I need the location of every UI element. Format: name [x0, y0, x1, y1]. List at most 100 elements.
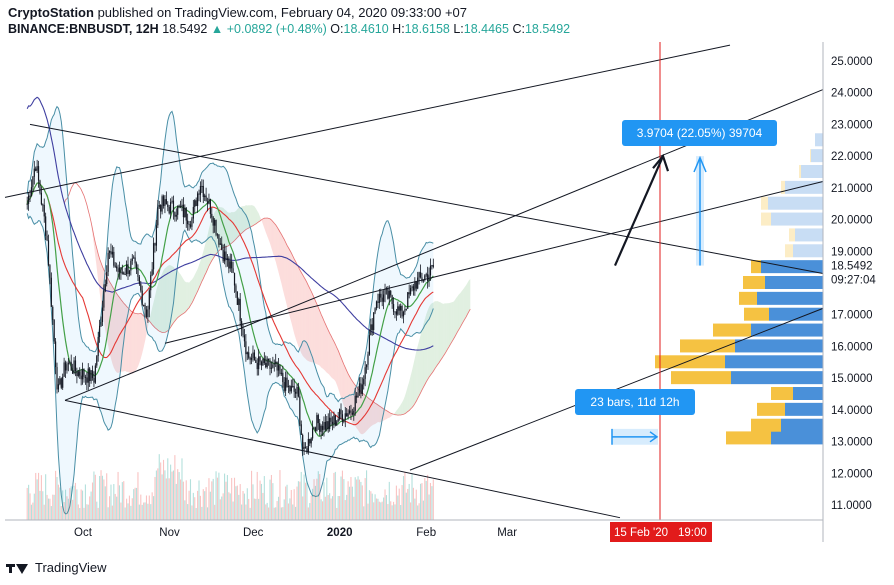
volume-bar: [90, 491, 92, 520]
volume-bar: [67, 498, 69, 520]
candle-body: [414, 281, 416, 291]
cloud-segment: [281, 234, 283, 290]
cloud-segment: [386, 410, 388, 420]
profile-sell-bar: [785, 244, 793, 258]
candle-body: [134, 257, 136, 264]
cloud-segment: [319, 311, 322, 368]
profile-buy-bar: [815, 133, 823, 147]
profile-buy-bar: [761, 260, 823, 274]
volume-bar: [432, 479, 434, 520]
symbol-info: BINANCE:BNBUSDT, 12H 18.5492 ▲ +0.0892 (…: [8, 22, 570, 36]
volume-bar: [253, 498, 255, 520]
volume-bar: [79, 507, 81, 520]
cloud-segment: [423, 319, 425, 388]
cloud-segment: [467, 280, 469, 315]
candle-body: [374, 308, 376, 313]
candle-body: [162, 196, 165, 206]
volume-bar: [304, 482, 307, 520]
volume-bar: [283, 499, 285, 520]
volume-bar: [134, 487, 136, 520]
cloud-segment: [240, 206, 242, 235]
candle-body: [375, 301, 378, 309]
candle-body: [208, 198, 210, 204]
volume-bar: [269, 479, 271, 520]
volume-bar: [316, 478, 318, 520]
candle-body: [235, 285, 237, 292]
axes: 25.0000 24.0000 23.0000 22.0000 21.0000 20.00…: [5, 42, 894, 542]
volume-bar: [238, 494, 240, 520]
candle-body: [125, 264, 128, 275]
candle-body: [290, 385, 292, 392]
volume-bar: [66, 496, 68, 520]
volume-bar: [127, 503, 129, 520]
candle-body: [330, 417, 332, 422]
volume-bar: [123, 481, 125, 520]
author-name[interactable]: CryptoStation: [8, 5, 94, 20]
candle-body: [221, 243, 223, 250]
last-price: 18.5492: [162, 22, 208, 36]
volume-bar: [158, 454, 160, 520]
candle-body: [135, 263, 138, 270]
volume-bar: [47, 498, 50, 520]
volume-bar: [52, 494, 54, 520]
candle-body: [77, 371, 79, 377]
cloud-segment: [166, 265, 168, 332]
volume-bar: [397, 495, 399, 520]
volume-bar: [341, 470, 343, 520]
volume-bar: [293, 489, 295, 520]
cloud-segment: [264, 218, 266, 233]
cloud-segment: [458, 292, 461, 330]
candle-body: [99, 325, 101, 337]
candle-body: [309, 438, 311, 444]
candle-body: [124, 274, 126, 276]
price-tag-bg: [824, 257, 894, 288]
cloud-segment: [204, 240, 207, 276]
candle-body: [172, 200, 175, 213]
volume-bar: [40, 475, 42, 520]
candle-body: [313, 427, 315, 429]
tradingview-logo[interactable]: TradingView: [6, 560, 107, 575]
candle-body: [39, 180, 41, 193]
cloud-segment: [179, 272, 181, 317]
candle-body: [354, 395, 356, 411]
candle-body: [392, 304, 395, 312]
volume-bar: [87, 504, 89, 520]
volume-bar: [323, 482, 325, 520]
candle-body: [111, 251, 113, 255]
candle-body: [338, 409, 341, 419]
candle-body: [272, 364, 274, 368]
cloud-segment: [210, 218, 212, 264]
candle-body: [397, 306, 399, 315]
drawing-tools[interactable]: 3.9704 (22.05%) 39704 23 bars, 11d 12h: [575, 42, 777, 520]
candle-body: [252, 352, 254, 358]
candle-body: [28, 195, 30, 204]
cloud-segment: [206, 234, 208, 273]
volume-bar: [114, 493, 116, 520]
cloud-segment: [244, 205, 246, 231]
volume-bar: [357, 476, 359, 520]
volume-bar: [290, 489, 292, 520]
cloud-segment: [165, 267, 167, 333]
candle-body: [205, 195, 207, 202]
cloud-segment: [407, 381, 410, 412]
volume-bar: [272, 483, 274, 520]
volume-bar: [83, 507, 85, 520]
candle-body: [373, 312, 375, 330]
cloud-segment: [335, 344, 337, 385]
cloud-segment: [262, 218, 265, 229]
volume-bar: [70, 486, 72, 520]
candle-body: [80, 375, 82, 380]
volume-bar: [226, 475, 228, 520]
cloud-segment: [155, 289, 157, 329]
volume-bar: [138, 504, 140, 520]
volume-bar: [277, 496, 280, 520]
profile-buy-bar: [751, 323, 823, 337]
volume-bar: [150, 504, 152, 520]
candle-body: [181, 204, 183, 208]
volume-bar: [300, 471, 302, 520]
volume-bar: [177, 469, 179, 520]
cloud-segment: [241, 206, 244, 234]
cloud-segment: [346, 370, 349, 416]
candle-body: [178, 205, 180, 207]
